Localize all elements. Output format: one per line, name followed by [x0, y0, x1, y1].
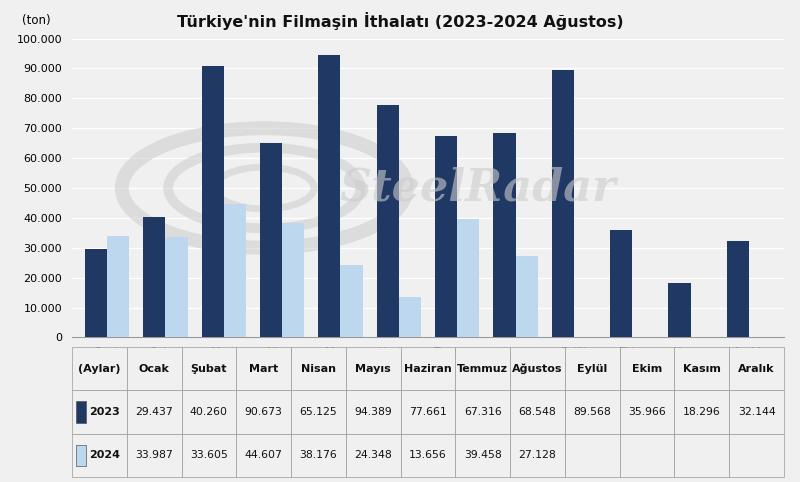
- Bar: [282, 223, 304, 337]
- Bar: [435, 136, 457, 337]
- Bar: [727, 241, 749, 337]
- Text: Türkiye'nin Filmaşin İthalatı (2023-2024 Ağustos): Türkiye'nin Filmaşin İthalatı (2023-2024…: [177, 12, 623, 30]
- Bar: [552, 70, 574, 337]
- Bar: [494, 133, 515, 337]
- Text: SteelRadar: SteelRadar: [339, 166, 616, 210]
- Bar: [202, 67, 224, 337]
- Bar: [260, 143, 282, 337]
- Bar: [457, 219, 479, 337]
- Bar: [76, 401, 86, 423]
- Bar: [377, 106, 399, 337]
- Bar: [166, 237, 187, 337]
- Text: (ton): (ton): [22, 13, 50, 27]
- Bar: [85, 249, 107, 337]
- Bar: [341, 265, 362, 337]
- Bar: [318, 55, 341, 337]
- Text: 2023: 2023: [90, 407, 120, 417]
- Bar: [107, 236, 129, 337]
- Text: 2024: 2024: [90, 451, 120, 460]
- Bar: [610, 230, 632, 337]
- Bar: [669, 283, 690, 337]
- Bar: [76, 444, 86, 467]
- Bar: [515, 256, 538, 337]
- Bar: [399, 296, 421, 337]
- Bar: [224, 204, 246, 337]
- Bar: [143, 217, 166, 337]
